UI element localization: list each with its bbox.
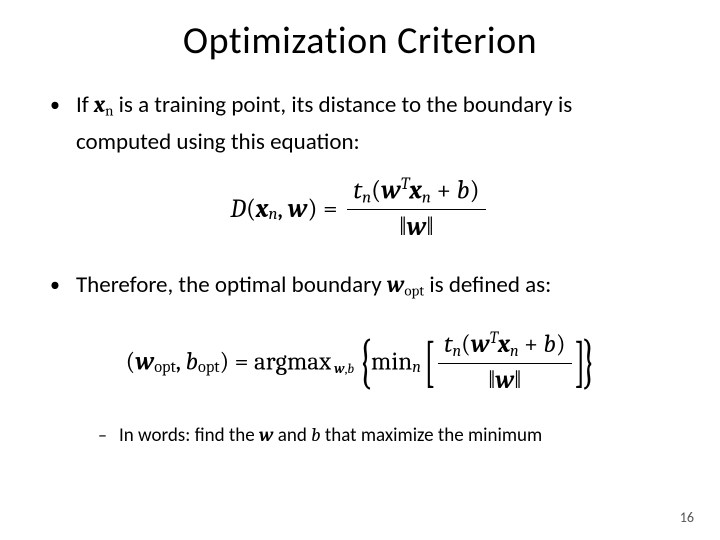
eq2-b2: b	[544, 330, 556, 359]
bullet-2-rest: is defined as:	[424, 271, 551, 299]
eq2-sub-w: w	[334, 362, 344, 377]
bullet-2-sub: opt	[404, 283, 424, 300]
bullet-1: • If xn is a training point, its distanc…	[50, 90, 670, 157]
eq2-T: T	[490, 329, 498, 348]
eq2-w1: w	[135, 347, 154, 376]
sub-bullet-1: – In words: find the w and b that maximi…	[98, 423, 670, 448]
bullet-dot-icon: •	[50, 270, 60, 300]
sub-rest: that maximize the minimum	[321, 424, 543, 447]
eq1-n2: n	[362, 188, 371, 207]
bullet-1-rest: is a training point, its distance to the…	[76, 91, 572, 156]
eq2-min-n: n	[412, 358, 421, 377]
eq1-plus: +	[431, 175, 457, 205]
eq2-w2: w	[471, 330, 490, 359]
eq1-norm-open: ‖	[399, 212, 406, 242]
page-number: 16	[680, 509, 694, 526]
bullet-2: • Therefore, the optimal boundary wopt i…	[50, 270, 670, 307]
eq2-b1: b	[186, 347, 198, 376]
eq1-w2: w	[381, 175, 401, 205]
bullet-1-var: x	[94, 91, 105, 118]
eq2-w3: w	[495, 366, 514, 395]
eq1-w1: w	[288, 193, 308, 223]
eq2-plus: +	[519, 330, 544, 359]
eq2-argmax: argmax	[254, 347, 331, 376]
slide: Optimization Criterion • If xn is a trai…	[0, 0, 720, 540]
eq2-min: min	[371, 347, 412, 376]
eq2-t: t	[444, 330, 453, 359]
equation-2: (wopt, bopt) = argmax w,b {minn [ tn(wTx…	[50, 329, 670, 395]
eq2-x: x	[498, 330, 510, 359]
eq2-norm-close: ‖	[514, 366, 521, 395]
bullet-2-var: w	[387, 271, 404, 298]
eq1-x: x	[256, 193, 269, 223]
bullet-2-prefix: Therefore, the optimal boundary	[76, 271, 387, 299]
page-title: Optimization Criterion	[50, 18, 670, 64]
bullet-1-text: If xn is a training point, its distance …	[76, 90, 670, 157]
bullet-dot-icon: •	[50, 90, 60, 120]
bullet-2-text: Therefore, the optimal boundary wopt is …	[76, 270, 551, 307]
sub-bullet-1-text: In words: find the w and b that maximize…	[119, 423, 542, 448]
eq2-opt2: opt	[198, 358, 220, 377]
sub-var2: b	[311, 424, 320, 446]
equation-1: D(xn, w) = tn(wTxn + b) ‖w‖	[50, 175, 670, 243]
eq1-b: b	[457, 175, 470, 205]
sub-mid: and	[273, 424, 311, 447]
eq1-fraction: tn(wTxn + b) ‖w‖	[347, 175, 485, 243]
eq1-n3: n	[422, 188, 431, 207]
dash-icon: –	[98, 423, 107, 447]
left-brace-icon: {	[358, 332, 372, 392]
eq1-D: D	[230, 193, 246, 223]
sub-var1: w	[259, 424, 273, 446]
eq2-eq: =	[229, 347, 254, 376]
sub-prefix: In words: find the	[119, 424, 259, 447]
eq2-opt1: opt	[154, 358, 176, 377]
eq1-t: t	[353, 175, 362, 205]
left-bracket-icon: [	[425, 334, 436, 390]
bullet-1-prefix: If	[76, 91, 94, 119]
eq1-eq: =	[317, 193, 343, 223]
eq1-w3: w	[407, 212, 427, 242]
eq1-norm-close: ‖	[426, 212, 433, 242]
right-brace-icon: }	[582, 332, 596, 392]
eq2-n2: n	[453, 342, 462, 361]
eq1-x2: x	[409, 175, 422, 205]
eq2-n3: n	[510, 342, 519, 361]
eq2-fraction: tn(wTxn + b) ‖w‖	[438, 329, 572, 395]
